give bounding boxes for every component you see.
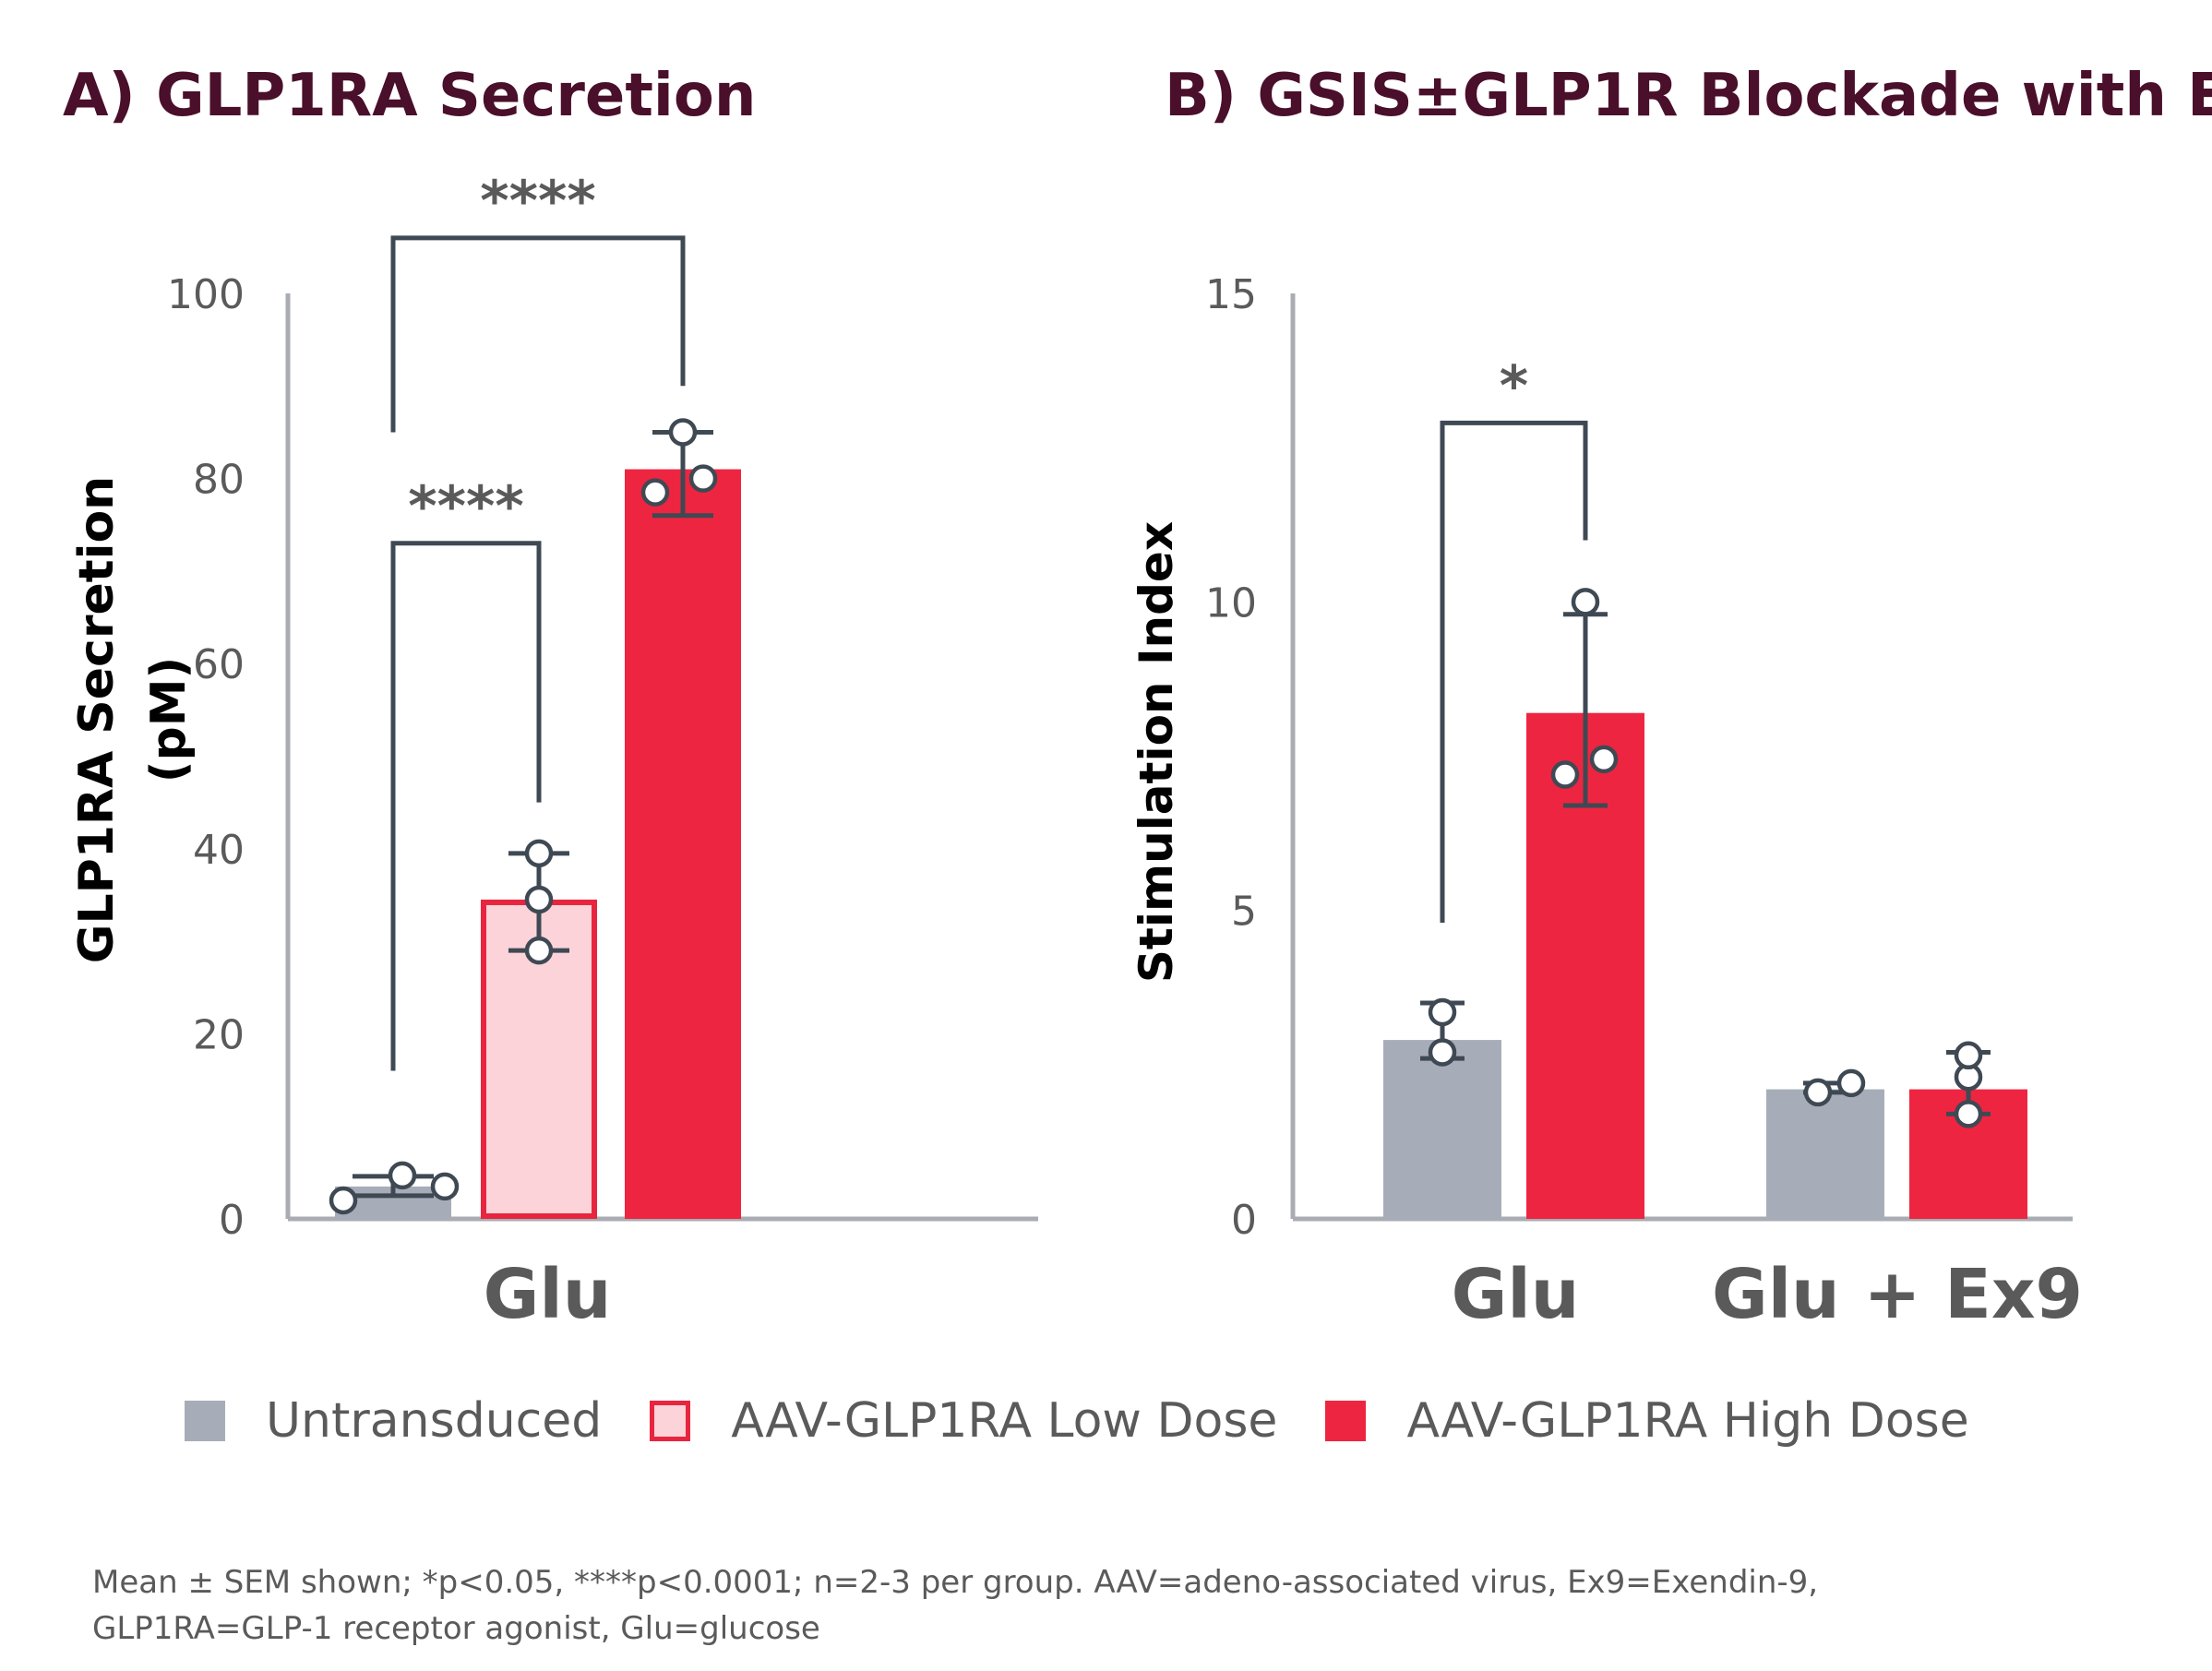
panel-b-ytick-label: 5	[1231, 889, 1257, 936]
legend-swatch-untransduced	[185, 1401, 225, 1441]
panel-b-ytick-label: 10	[1205, 579, 1257, 627]
panel-a-ytick-label: 80	[193, 457, 245, 504]
panel-b-ytick-label: 15	[1205, 271, 1257, 318]
panel-b-plot: 0 5 10 15 Glu Glu + Ex9 *	[1205, 271, 2083, 1334]
footnote-line-1: Mean ± SEM shown; *p<0.05, ****p<0.0001;…	[92, 1564, 1819, 1601]
panel-b-data-point	[1428, 997, 1457, 1027]
panel-a-data-point	[524, 936, 554, 965]
legend-item-low-dose: AAV-GLP1RA Low Dose	[650, 1393, 1277, 1449]
panel-b-bar	[1766, 1089, 1884, 1219]
legend-label-high-dose: AAV-GLP1RA High Dose	[1406, 1393, 1969, 1449]
panel-a-bar	[625, 469, 741, 1219]
panel-b-data-point	[1803, 1078, 1833, 1107]
panel-b-category-label: Glu + Ex9	[1712, 1255, 2083, 1334]
panel-b-significance-bracket	[1440, 420, 1588, 924]
footnote: Mean ± SEM shown; *p<0.05, ****p<0.0001;…	[92, 1559, 2169, 1652]
legend-label-low-dose: AAV-GLP1RA Low Dose	[731, 1393, 1278, 1449]
panel-b-bar	[1383, 1040, 1501, 1219]
panel-a-ytick-label: 60	[193, 641, 245, 688]
panel-a-ylabel-line1: GLP1RA Secretion	[69, 476, 125, 963]
panel-b-data-point	[1954, 1100, 1983, 1128]
panel-b-category-label: Glu	[1452, 1255, 1580, 1334]
legend-item-untransduced: Untransduced	[185, 1393, 602, 1449]
panel-a-significance-bracket	[390, 235, 686, 433]
panel-a-data-point	[388, 1161, 417, 1190]
legend-item-high-dose: AAV-GLP1RA High Dose	[1325, 1393, 1969, 1449]
panel-a-plot: 0 20 40 60 80 100 Glu **** ****	[167, 169, 1038, 1334]
panel-a-ylabel-line2: (pM)	[141, 657, 197, 783]
legend-label-untransduced: Untransduced	[266, 1393, 603, 1449]
panel-b-title: B) GSIS±GLP1R Blockade with Ex9	[1165, 62, 2212, 130]
panel-b-data-point	[1428, 1038, 1457, 1067]
panel-a-data-point	[688, 464, 718, 493]
footnote-line-2: GLP1RA=GLP-1 receptor agonist, Glu=gluco…	[92, 1610, 820, 1647]
panel-a-significance-label: ****	[480, 169, 596, 233]
panel-a-data-point	[329, 1186, 358, 1215]
panel-a-ytick-label: 0	[219, 1197, 245, 1244]
panel-a-ytick-label: 20	[193, 1011, 245, 1058]
panel-a-data-point	[524, 885, 554, 914]
panel-b-data-point	[1954, 1041, 1983, 1070]
panel-a-significance-label: ****	[408, 474, 524, 539]
panel-b-data-point	[1836, 1068, 1866, 1098]
panel-a-data-point	[430, 1172, 460, 1201]
legend-swatch-high-dose	[1325, 1401, 1367, 1441]
panel-a-data-point	[668, 418, 698, 447]
panel-b-significance-label: *	[1500, 353, 1528, 418]
panel-a-data-point	[640, 478, 670, 507]
panel-a-significance-bracket	[390, 541, 542, 1071]
legend-swatch-low-dose	[650, 1401, 691, 1441]
panel-a-category-label: Glu	[484, 1255, 612, 1334]
panel-a-title: A) GLP1RA Secretion	[63, 62, 756, 130]
panel-b-data-point	[1550, 760, 1580, 789]
panel-a-data-point	[524, 839, 554, 868]
legend: Untransduced AAV-GLP1RA Low Dose AAV-GLP…	[185, 1393, 2017, 1449]
panel-b-ylabel: Stimulation Index	[1130, 521, 1183, 983]
panel-b-data-point	[1571, 588, 1600, 616]
panel-b-data-point	[1589, 745, 1619, 774]
panel-a-ytick-label: 100	[167, 271, 245, 318]
panel-a-ytick-label: 40	[193, 827, 245, 874]
panel-b-ytick-label: 0	[1231, 1197, 1257, 1244]
